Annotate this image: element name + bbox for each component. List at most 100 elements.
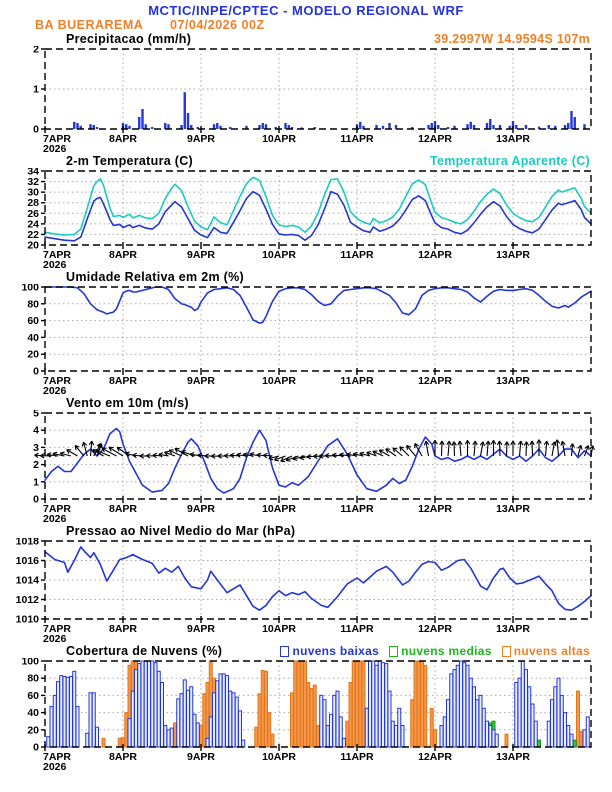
panel-cloud-cover: Cobertura de Nuvens (%) nuvens baixas nu…: [0, 644, 612, 779]
low-clouds-swatch-icon: [280, 645, 290, 657]
svg-text:80: 80: [27, 673, 39, 685]
svg-text:32: 32: [27, 176, 39, 188]
panel-humidity: Umidade Relativa em 2m (%) 0 20 40 60 80 100 7…: [0, 270, 612, 396]
svg-text:60: 60: [27, 315, 39, 327]
svg-text:8APR: 8APR: [109, 375, 137, 387]
svg-text:8APR: 8APR: [109, 133, 137, 145]
svg-text:9APR: 9APR: [187, 375, 215, 387]
svg-text:60: 60: [27, 690, 39, 702]
panel-title-temperature: 2-m Temperatura (C): [66, 154, 194, 168]
panel-precipitation: Precipitacao (mm/h) 39.2997W 14.9594S 10…: [0, 32, 612, 154]
svg-text:40: 40: [27, 707, 39, 719]
svg-text:1018: 1018: [16, 538, 40, 548]
svg-text:2026: 2026: [43, 633, 67, 644]
svg-text:7APR: 7APR: [43, 375, 71, 387]
svg-text:1: 1: [33, 476, 39, 488]
svg-text:11APR: 11APR: [340, 249, 374, 261]
svg-text:2: 2: [33, 459, 39, 471]
svg-text:2026: 2026: [43, 259, 67, 270]
svg-text:9APR: 9APR: [187, 503, 215, 515]
svg-text:20: 20: [27, 724, 39, 736]
svg-text:7APR: 7APR: [43, 623, 71, 635]
svg-text:8APR: 8APR: [109, 249, 137, 261]
panel-title-pressure: Pressao ao Nivel Medio do Mar (hPa): [66, 524, 296, 538]
station-name: BA BUERAREMA: [35, 18, 144, 32]
cloud-legend: nuvens baixas nuvens medias nuvens altas: [280, 644, 590, 658]
svg-text:0: 0: [33, 742, 39, 754]
svg-text:10APR: 10APR: [262, 133, 296, 145]
location-label: 39.2997W 14.9594S 107m: [433, 32, 590, 46]
svg-text:2026: 2026: [43, 761, 67, 773]
svg-text:30: 30: [27, 187, 39, 199]
svg-text:80: 80: [27, 298, 39, 310]
svg-text:2: 2: [33, 46, 39, 56]
svg-text:7APR: 7APR: [43, 133, 71, 145]
svg-text:7APR: 7APR: [43, 503, 71, 515]
svg-text:8APR: 8APR: [109, 623, 137, 635]
svg-text:20: 20: [27, 240, 39, 252]
svg-text:11APR: 11APR: [340, 503, 374, 515]
panel-title-humidity: Umidade Relativa em 2m (%): [66, 270, 244, 284]
run-info-row: BA BUERAREMA 07/04/2026 00Z: [35, 18, 612, 32]
svg-text:7APR: 7APR: [43, 751, 71, 763]
svg-text:10APR: 10APR: [262, 751, 296, 763]
svg-text:1014: 1014: [16, 575, 40, 587]
svg-text:40: 40: [27, 332, 39, 344]
svg-text:12APR: 12APR: [418, 249, 452, 261]
panel-title-wind: Vento em 10m (m/s): [66, 396, 189, 410]
svg-text:0: 0: [33, 366, 39, 378]
svg-text:2026: 2026: [43, 143, 67, 154]
svg-text:100: 100: [21, 658, 39, 668]
svg-text:9APR: 9APR: [187, 623, 215, 635]
svg-text:24: 24: [27, 218, 39, 230]
svg-text:26: 26: [27, 208, 39, 220]
mid-clouds-swatch-icon: [389, 645, 399, 657]
svg-text:0: 0: [33, 124, 39, 136]
svg-text:12APR: 12APR: [418, 133, 452, 145]
panel-temperature: 2-m Temperatura (C) Temperatura Aparente…: [0, 154, 612, 270]
svg-text:13APR: 13APR: [496, 751, 530, 763]
svg-text:8APR: 8APR: [109, 751, 137, 763]
svg-text:12APR: 12APR: [418, 751, 452, 763]
svg-text:12APR: 12APR: [418, 503, 452, 515]
svg-text:11APR: 11APR: [340, 623, 374, 635]
svg-text:10APR: 10APR: [262, 503, 296, 515]
svg-text:12APR: 12APR: [418, 375, 452, 387]
high-clouds-label: nuvens altas: [513, 644, 590, 658]
svg-text:13APR: 13APR: [496, 133, 530, 145]
page-title: MCTIC/INPE/CPTEC - MODELO REGIONAL WRF: [148, 3, 464, 18]
legend-item-mid-clouds: nuvens medias: [389, 644, 492, 658]
svg-text:20: 20: [27, 349, 39, 361]
svg-text:28: 28: [27, 197, 39, 209]
svg-text:7APR: 7APR: [43, 249, 71, 261]
legend-item-low-clouds: nuvens baixas: [280, 644, 379, 658]
svg-text:5: 5: [33, 410, 39, 420]
high-clouds-swatch-icon: [501, 645, 511, 657]
svg-text:4: 4: [33, 425, 39, 437]
svg-text:100: 100: [21, 284, 39, 294]
panel-title-cloud-cover: Cobertura de Nuvens (%): [66, 644, 223, 658]
svg-text:34: 34: [27, 168, 39, 178]
svg-text:12APR: 12APR: [418, 623, 452, 635]
panel-pressure: Pressao ao Nivel Medio do Mar (hPa) 1010…: [0, 524, 612, 644]
svg-text:9APR: 9APR: [187, 751, 215, 763]
svg-text:11APR: 11APR: [340, 751, 374, 763]
svg-text:10APR: 10APR: [262, 375, 296, 387]
svg-text:13APR: 13APR: [496, 623, 530, 635]
panel-title-precipitation: Precipitacao (mm/h): [66, 32, 192, 46]
svg-text:3: 3: [33, 442, 39, 454]
svg-text:13APR: 13APR: [496, 375, 530, 387]
svg-text:13APR: 13APR: [496, 249, 530, 261]
svg-text:1012: 1012: [16, 594, 40, 606]
svg-text:1016: 1016: [16, 555, 40, 567]
svg-text:10APR: 10APR: [262, 249, 296, 261]
panel-wind: Vento em 10m (m/s) 0 1 2 3 4 5 7APR 2026 8APR 9AP…: [0, 396, 612, 524]
legend-item-high-clouds: nuvens altas: [501, 644, 590, 658]
